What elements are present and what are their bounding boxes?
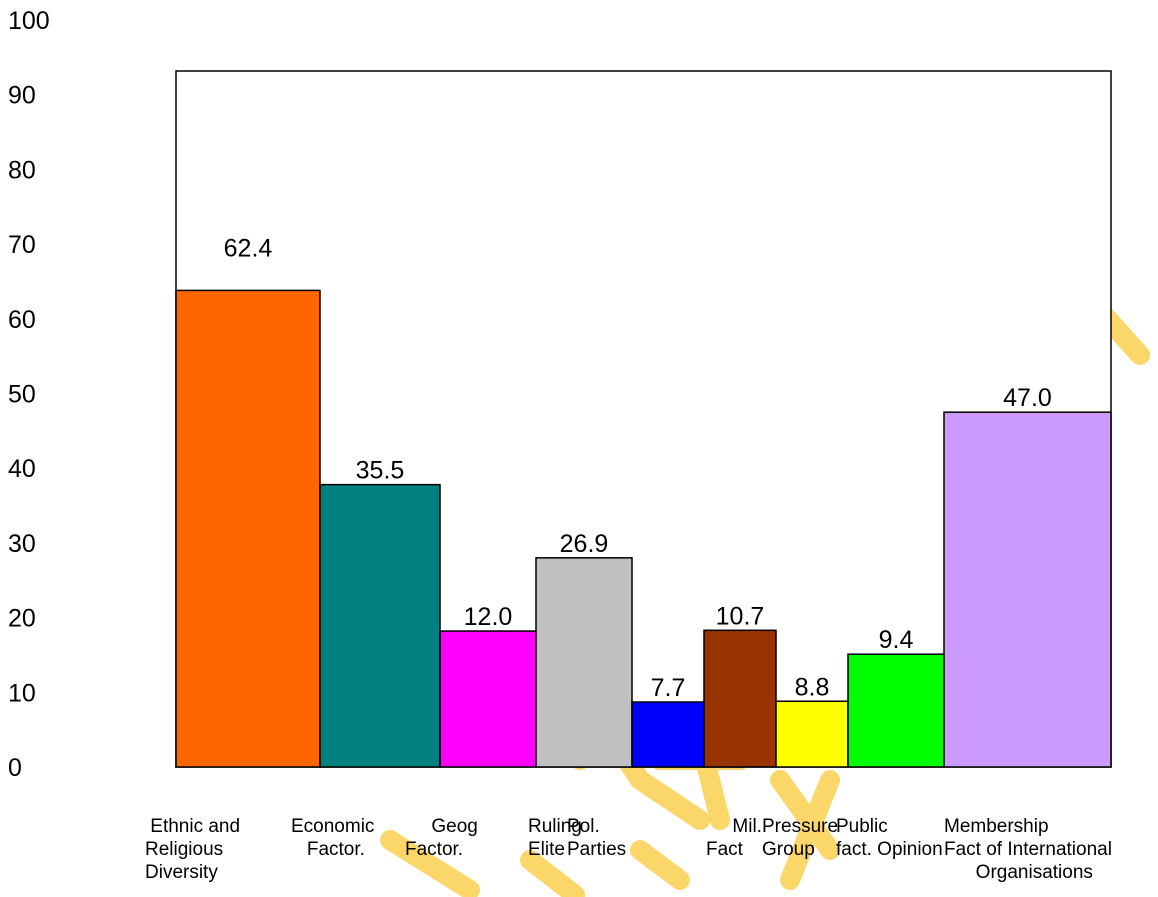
data-label: 8.8 [795, 673, 830, 701]
category-label-line: Elite [528, 839, 565, 860]
bar [631, 701, 705, 768]
y-tick-label: 30 [8, 530, 36, 558]
data-label: 9.4 [879, 626, 914, 654]
y-tick-label: 80 [8, 156, 36, 184]
category-label: Geog Factor. [405, 815, 478, 861]
y-tick-label: 50 [8, 381, 36, 409]
y-tick-label: 60 [8, 306, 36, 334]
y-tick-label: 100 [8, 7, 50, 35]
data-labels-group: 62.4 35.5 12.0 26.9 7.7 10.7 8.8 9.4 47.0 [224, 234, 1052, 702]
y-tick-label: 20 [8, 605, 36, 633]
category-label-line: Pressure [762, 816, 839, 837]
category-label: Ethnic and Religious Diversity [145, 815, 240, 884]
category-label-line: Factor. [405, 839, 464, 860]
category-label: Public fact. Opinion [836, 815, 943, 861]
category-label-line: Mil. [706, 816, 762, 837]
data-label: 26.9 [560, 530, 609, 558]
category-label: Membership Fact of International Organisa… [944, 815, 1112, 884]
data-label: 7.7 [651, 674, 686, 702]
category-label-line: Pol. [567, 816, 600, 837]
bar [847, 653, 945, 768]
bars-group [175, 289, 1112, 768]
y-tick-label: 70 [8, 231, 36, 259]
data-label: 35.5 [356, 457, 405, 485]
category-label: Pol. Parties [567, 815, 626, 861]
bar [439, 630, 537, 768]
category-label-line: Membership [944, 816, 1049, 837]
category-label: Mil. Fact [706, 815, 762, 861]
y-axis-ticks: 0 10 20 30 40 50 60 70 80 90 100 [8, 7, 50, 782]
category-label-line: Organisations [944, 862, 1093, 883]
category-label-line: Geog [405, 816, 478, 837]
category-label: Economic Factor. [291, 815, 374, 861]
bar [535, 557, 633, 768]
category-label-line: Factor. [291, 839, 365, 860]
bar [943, 411, 1112, 768]
bar [319, 483, 441, 768]
category-label-line: Fact [706, 839, 743, 860]
category-label-line: Economic [291, 816, 375, 837]
data-label: 10.7 [716, 602, 765, 630]
category-label: Pressure Group [762, 815, 838, 861]
category-label-line: Ethnic and [145, 816, 241, 837]
data-label: 62.4 [224, 234, 273, 262]
y-tick-label: 0 [8, 754, 22, 782]
category-label-line: Public [836, 816, 888, 837]
category-label-line: fact. Opinion [836, 839, 943, 860]
y-tick-label: 90 [8, 82, 36, 110]
category-label: Ruling Elite [528, 815, 582, 861]
data-label: 12.0 [464, 603, 513, 631]
data-label: 47.0 [1003, 384, 1052, 412]
category-label-line: Religious [145, 839, 224, 860]
y-tick-label: 40 [8, 455, 36, 483]
category-label-line: Diversity [145, 862, 218, 883]
bar [175, 289, 321, 768]
bar [703, 629, 777, 768]
category-label-line: Parties [567, 839, 627, 860]
y-tick-label: 10 [8, 679, 36, 707]
bar [775, 700, 849, 768]
category-label-line: Ruling [528, 816, 582, 837]
category-label-line: Group [762, 839, 815, 860]
category-label-line: Fact of International [944, 839, 1112, 860]
